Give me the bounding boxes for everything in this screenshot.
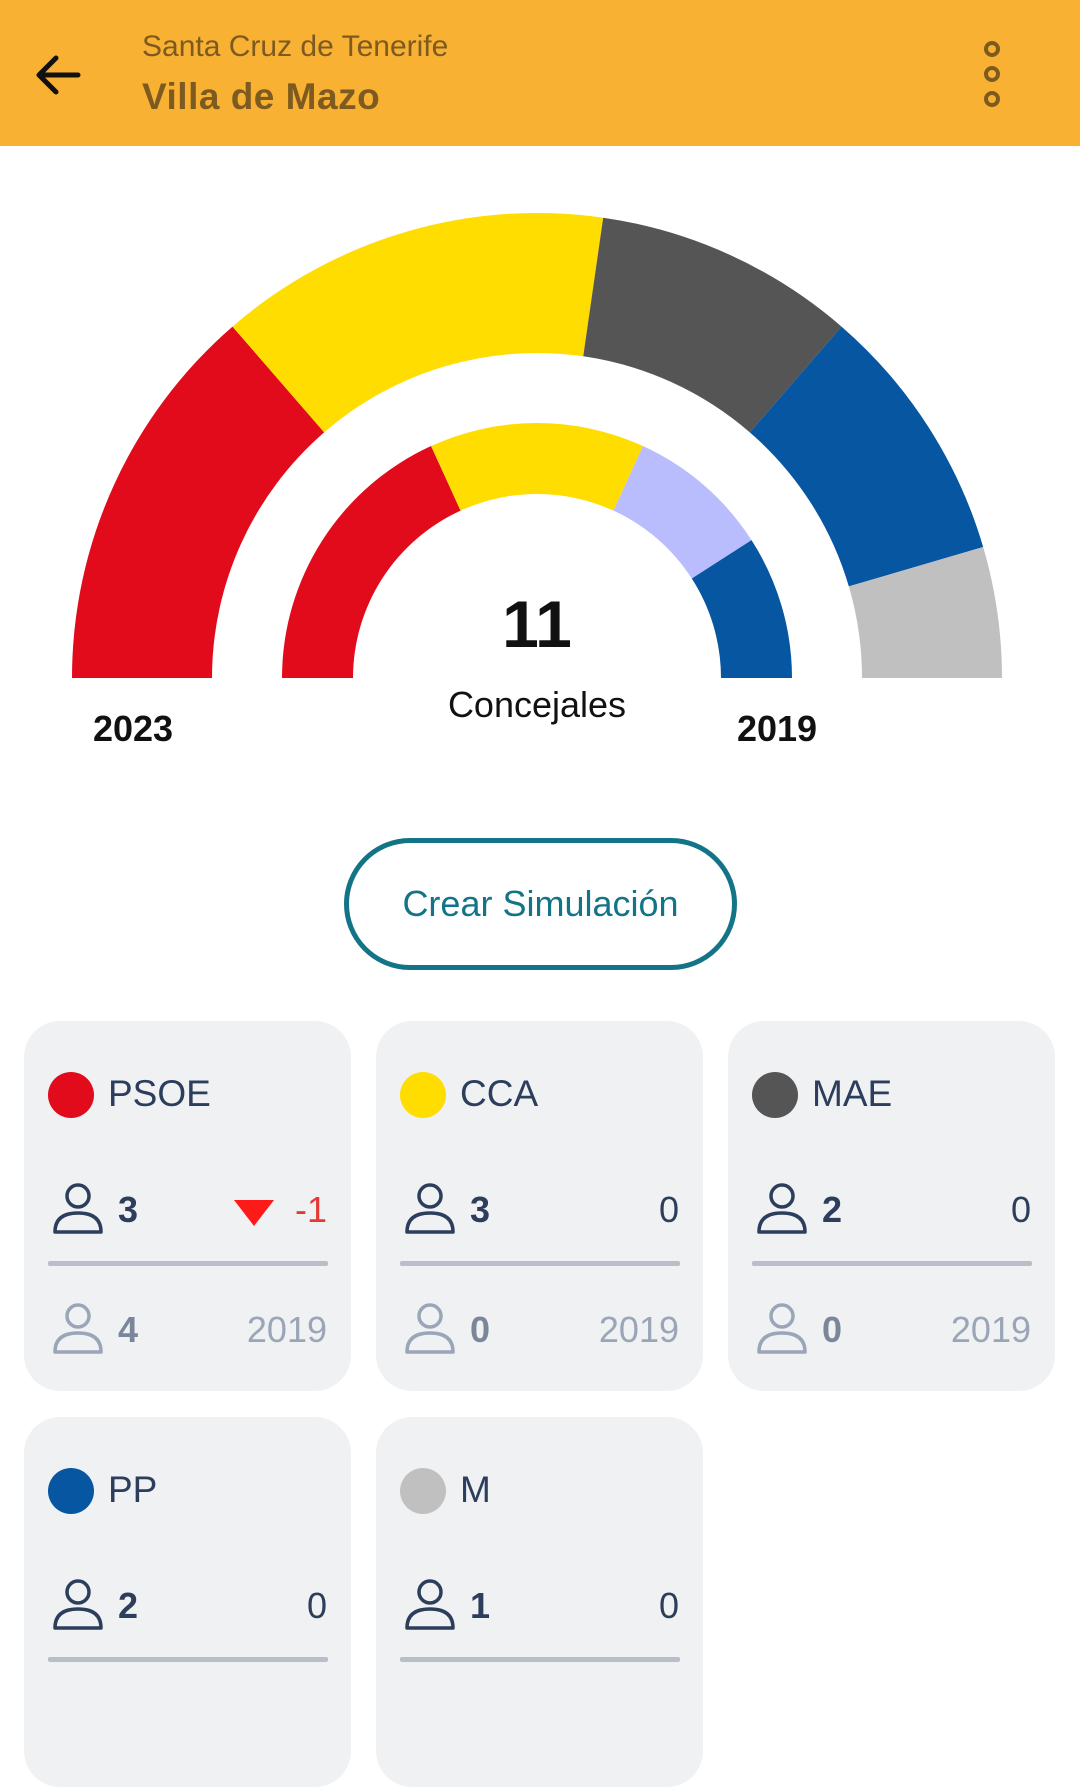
seat-segment	[848, 546, 1002, 678]
seats: 1	[470, 1585, 491, 1626]
person-icon	[405, 1579, 455, 1630]
province: Santa Cruz de Tenerife	[142, 30, 449, 63]
person-icon	[405, 1303, 455, 1354]
back-button[interactable]	[28, 45, 88, 105]
seat-segment	[72, 326, 325, 678]
party-color	[48, 1072, 94, 1118]
menu-button[interactable]	[977, 38, 1007, 110]
divider	[48, 1261, 328, 1266]
party-card: CCA 3 0 0 2019	[376, 1021, 703, 1391]
party-card: PP 2 0	[24, 1417, 351, 1787]
person-icon	[53, 1183, 103, 1234]
seats: 3	[118, 1189, 139, 1230]
divider	[48, 1657, 328, 1662]
party-color	[400, 1072, 446, 1118]
create-simulation-button[interactable]: Crear Simulación	[344, 838, 737, 970]
person-icon	[53, 1579, 103, 1630]
seat-segment	[583, 217, 842, 433]
app-bar: Santa Cruz de Tenerife Villa de Mazo	[0, 0, 1080, 146]
seat-segment	[232, 213, 604, 433]
seat-change: 0	[306, 1585, 327, 1626]
person-icon	[757, 1303, 807, 1354]
seat-segment	[282, 446, 461, 678]
seat-segment	[691, 540, 792, 678]
person-icon	[757, 1183, 807, 1234]
party-color	[48, 1468, 94, 1514]
party-name: M	[460, 1469, 491, 1510]
seat-segment	[749, 326, 984, 587]
previous-year: 2019	[950, 1309, 1031, 1350]
total-seats: 11	[502, 587, 572, 661]
previous-seats: 4	[118, 1309, 139, 1350]
party-card: MAE 2 0 0 2019	[728, 1021, 1055, 1391]
seat-change: -1	[294, 1189, 327, 1230]
person-icon	[53, 1303, 103, 1354]
seats: 3	[470, 1189, 491, 1230]
party-card: PSOE 3 -1 4 2019	[24, 1021, 351, 1391]
decrease-icon	[234, 1200, 274, 1226]
total-label: Concejales	[448, 684, 626, 725]
party-name: PSOE	[108, 1073, 211, 1114]
person-icon	[405, 1183, 455, 1234]
previous-seats: 0	[470, 1309, 491, 1350]
municipality: Villa de Mazo	[142, 76, 381, 117]
hemicycle-chart: 11 Concejales 2023 2019	[72, 213, 1002, 749]
party-card: M 1 0	[376, 1417, 703, 1787]
seat-change: 0	[658, 1189, 679, 1230]
seat-change: 0	[1010, 1189, 1031, 1230]
divider	[400, 1657, 680, 1662]
previous-year: 2019	[246, 1309, 327, 1350]
previous-seats: 0	[822, 1309, 843, 1350]
party-name: CCA	[460, 1073, 539, 1114]
ring-label: 2023	[93, 708, 173, 749]
party-color	[752, 1072, 798, 1118]
party-name: MAE	[812, 1073, 893, 1114]
divider	[752, 1261, 1032, 1266]
party-name: PP	[108, 1469, 158, 1510]
seat-segment	[431, 423, 643, 511]
seats: 2	[118, 1585, 139, 1626]
seat-segment	[613, 446, 752, 579]
ring-label: 2019	[737, 708, 817, 749]
previous-year: 2019	[598, 1309, 679, 1350]
divider	[400, 1261, 680, 1266]
seat-change: 0	[658, 1585, 679, 1626]
seats: 2	[822, 1189, 843, 1230]
party-color	[400, 1468, 446, 1514]
